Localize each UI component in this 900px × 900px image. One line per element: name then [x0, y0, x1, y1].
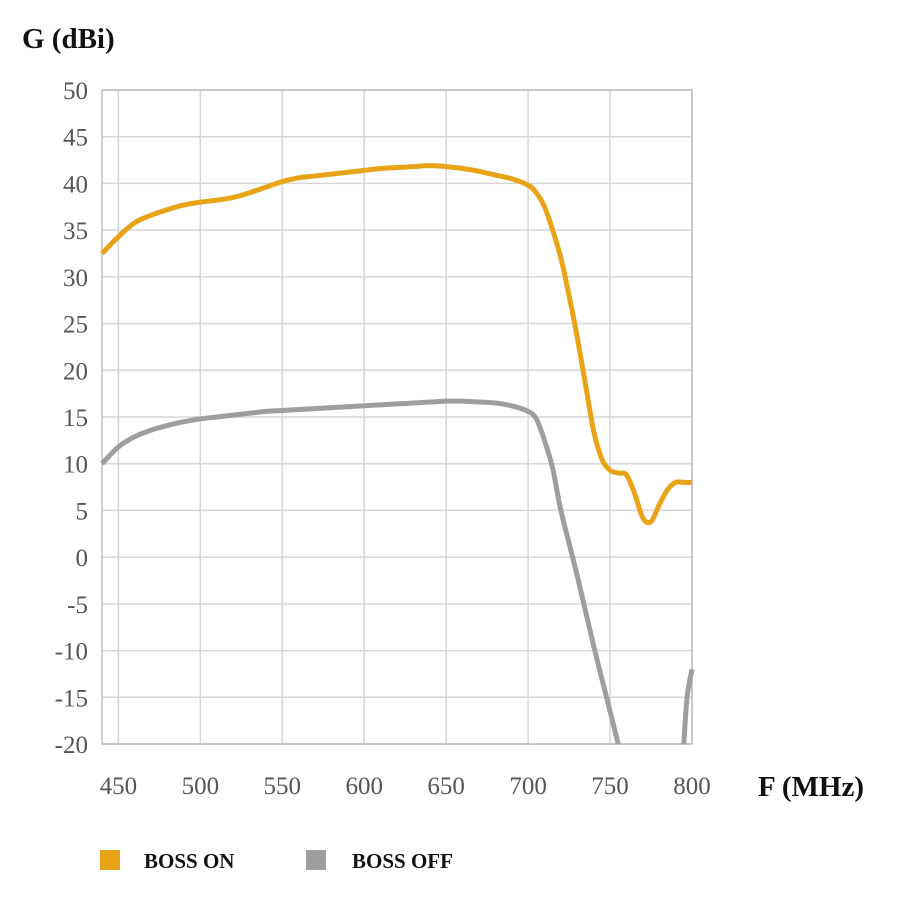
- y-tick-label: 15: [63, 405, 88, 432]
- y-axis-title: G (dBi): [22, 23, 115, 55]
- legend: BOSS ON BOSS OFF: [100, 849, 453, 873]
- series-line-boss-off: [681, 668, 695, 745]
- series-line-boss-off: [100, 398, 621, 745]
- legend-swatch: [100, 850, 120, 870]
- x-tick-label: 800: [673, 773, 711, 800]
- legend-swatch: [306, 850, 326, 870]
- y-tick-label: 5: [76, 498, 89, 525]
- y-tick-label: -20: [55, 732, 88, 759]
- y-tick-label: 10: [63, 452, 88, 479]
- x-tick-label: 450: [100, 773, 138, 800]
- series-line-boss-on: [100, 163, 692, 526]
- y-tick-label: 30: [63, 265, 88, 292]
- y-tick-label: -15: [55, 685, 88, 712]
- y-tick-label: 50: [63, 78, 88, 105]
- x-tick-label: 600: [345, 773, 383, 800]
- x-axis-title: F (MHz): [758, 771, 864, 803]
- plot-frame: [101, 89, 693, 745]
- legend-label: BOSS ON: [144, 849, 234, 873]
- grid: [101, 89, 693, 745]
- x-tick-label: 550: [264, 773, 302, 800]
- x-tick-label: 700: [509, 773, 547, 800]
- x-tick-label: 650: [427, 773, 465, 800]
- y-tick-label: 35: [63, 218, 88, 245]
- x-tick-label: 750: [591, 773, 629, 800]
- y-tick-label: -10: [55, 639, 88, 666]
- legend-label: BOSS OFF: [352, 849, 453, 873]
- y-tick-label: -5: [67, 592, 88, 619]
- series-lines: [100, 163, 695, 745]
- x-tick-label: 500: [182, 773, 220, 800]
- y-tick-label: 45: [63, 125, 88, 152]
- y-tick-label: 20: [63, 358, 88, 385]
- y-tick-label: 25: [63, 312, 88, 339]
- y-tick-label: 0: [76, 545, 89, 572]
- y-tick-label: 40: [63, 171, 88, 198]
